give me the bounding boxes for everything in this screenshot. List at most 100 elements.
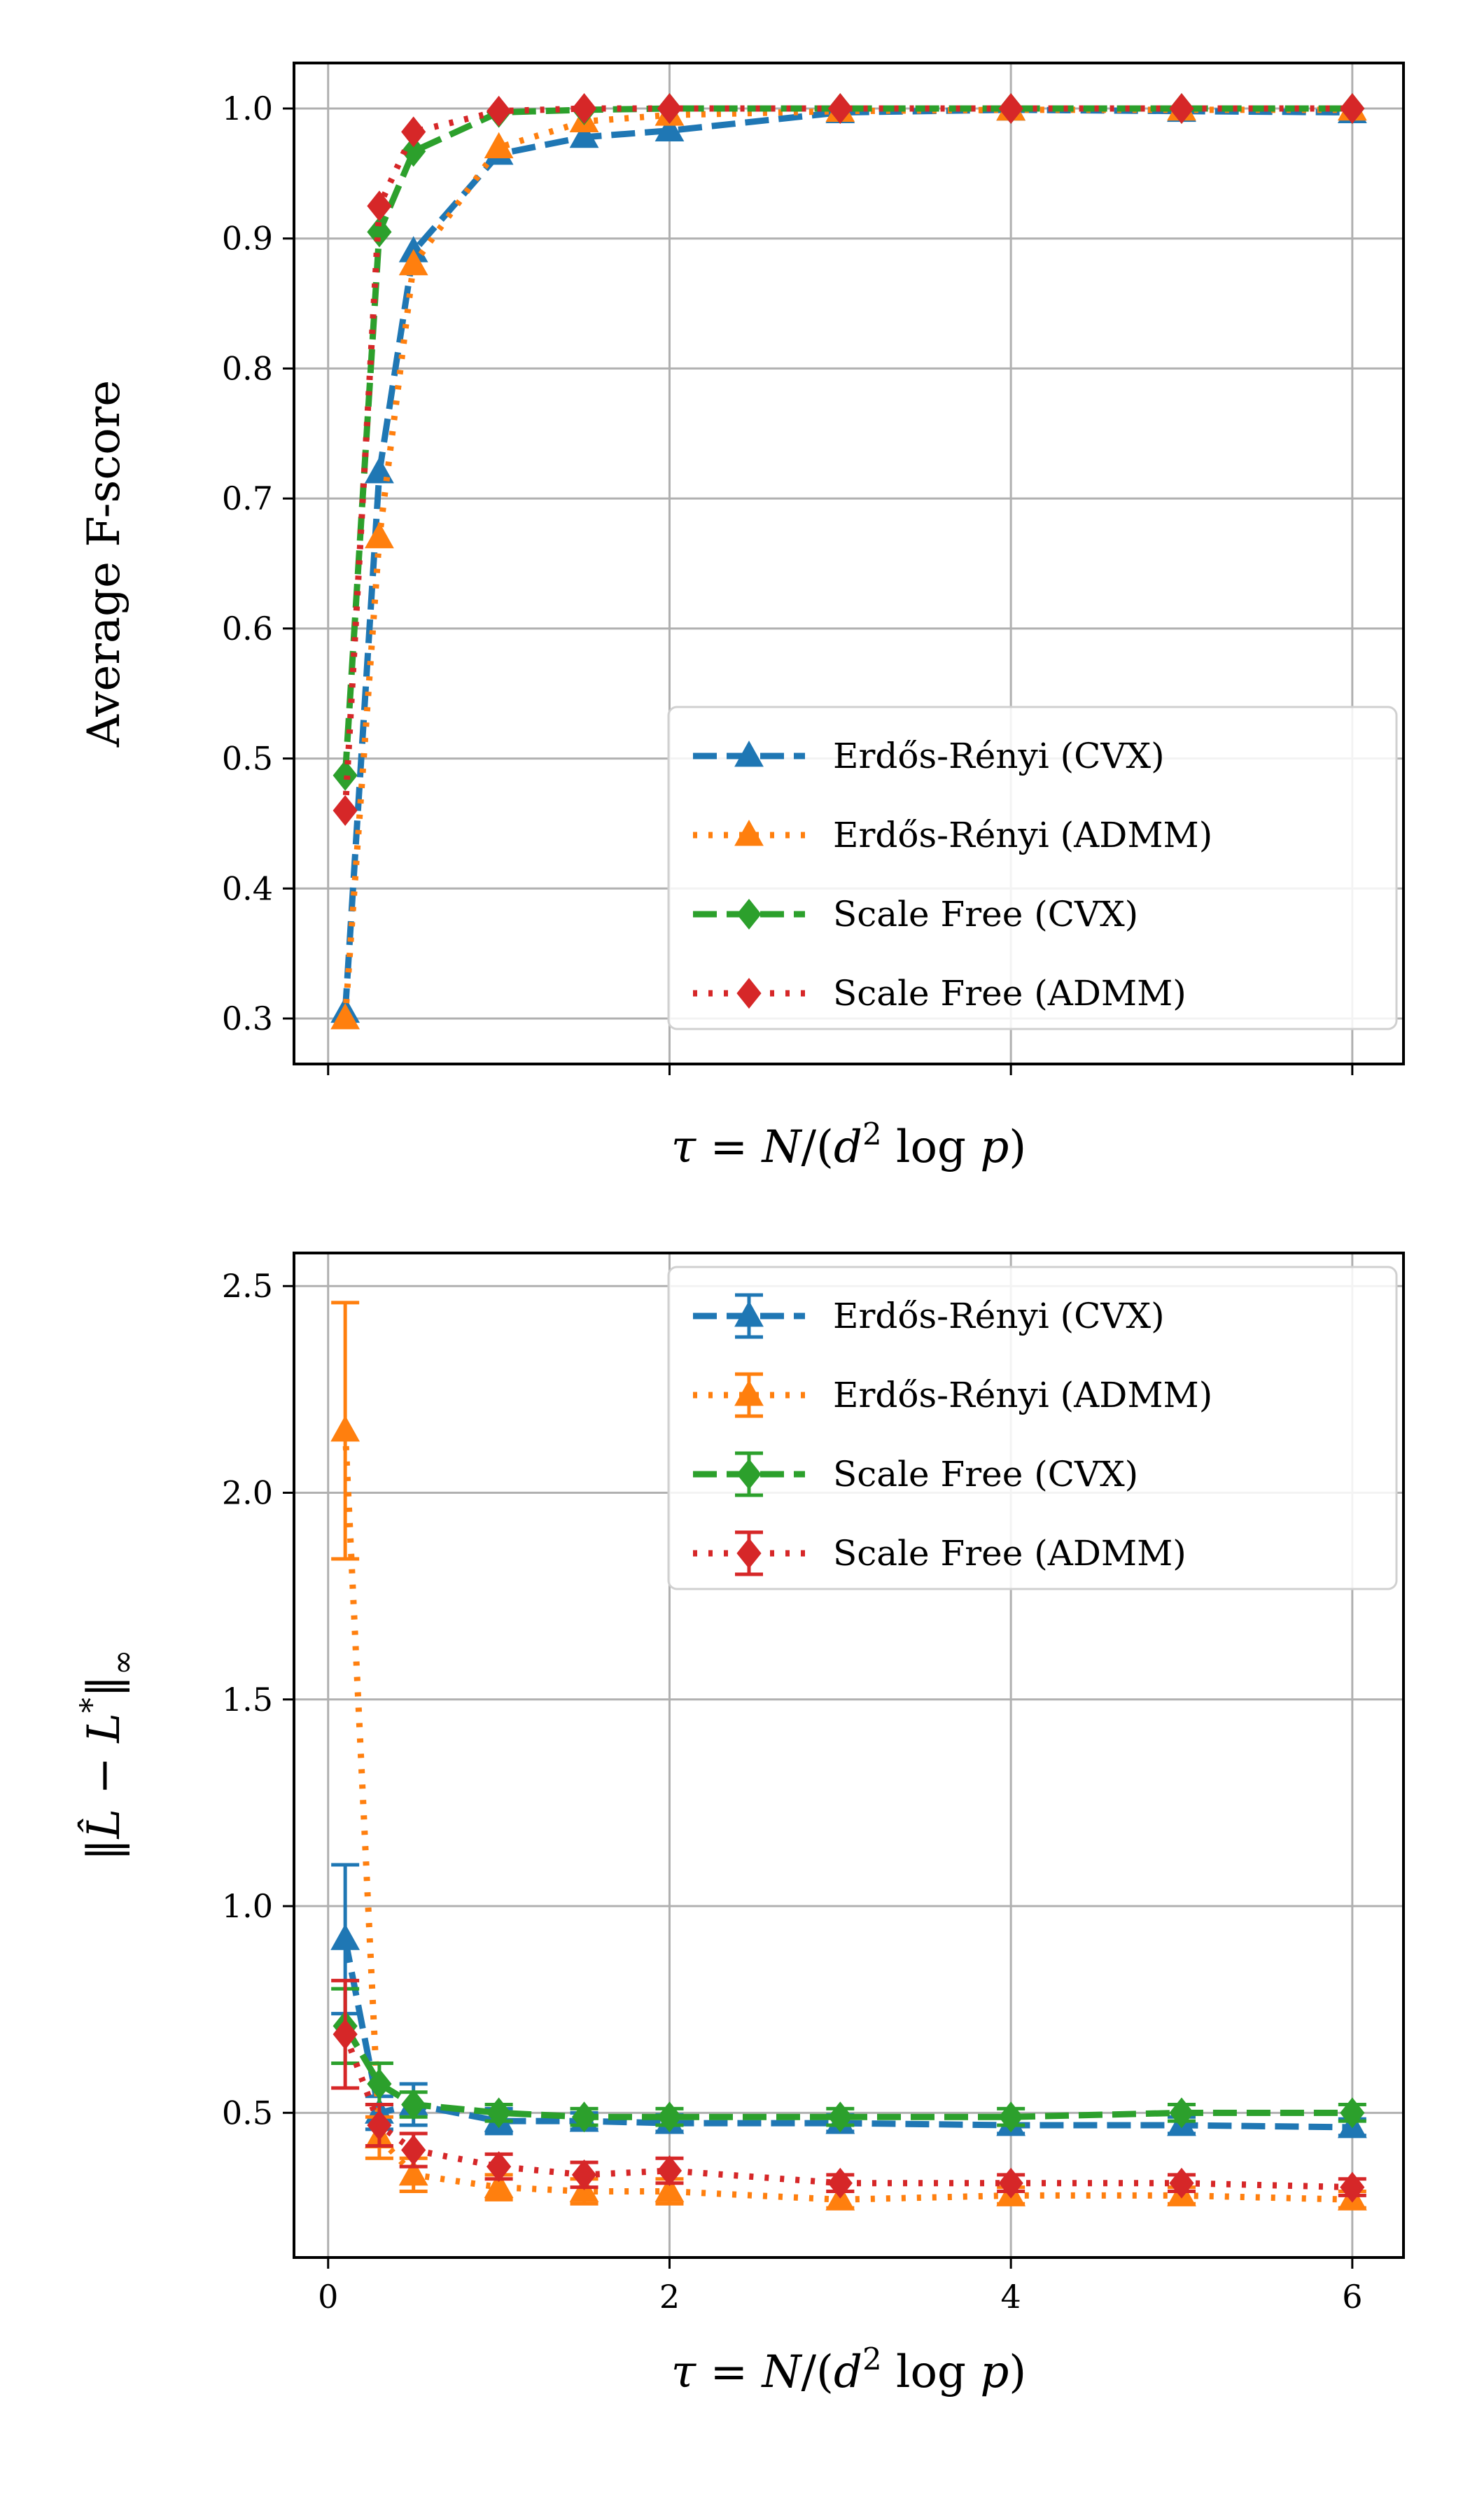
error-legend: Erdős-Rényi (CVX) Erdős-Rényi (ADMM) Scale… <box>667 1266 1398 1590</box>
fscore-series <box>330 93 1367 1030</box>
y-tick-label: 0.9 <box>222 220 273 258</box>
data-point <box>401 2134 426 2166</box>
data-point <box>367 216 392 248</box>
data-point <box>486 95 512 127</box>
legend-label: Erdős-Rényi (CVX) <box>833 736 1165 776</box>
legend-label: Scale Free (CVX) <box>833 894 1138 934</box>
legend-marker <box>734 741 764 767</box>
legend-box <box>667 706 1398 1030</box>
legend-item: Erdős-Rényi (ADMM) <box>693 1372 1212 1418</box>
y-tick-label: 0.5 <box>222 2094 273 2132</box>
legend-item: Erdős-Rényi (CVX) <box>693 1293 1165 1339</box>
x-tick-label: 4 <box>1001 2278 1021 2316</box>
series-line <box>342 2024 1352 2120</box>
data-point <box>1340 2171 1365 2203</box>
x-tick-label: 0 <box>318 2278 338 2316</box>
legend-marker <box>734 1380 764 1406</box>
error-panel: 0 2 4 60.51.01.52.02.5 Erdős-Rényi (CVX)Erd… <box>74 1252 1405 2398</box>
data-point <box>332 794 358 826</box>
data-point <box>571 2159 597 2190</box>
legend-item: Erdős-Rényi (ADMM) <box>693 815 1212 855</box>
data-point <box>401 136 426 167</box>
legend-marker <box>736 1538 762 1569</box>
fscore-panel: 0.3 0.4 0.5 0.6 0.7 0.8 0.9 1.0 Erdős-Rényi (CV… <box>78 62 1405 1173</box>
data-point <box>827 2167 853 2199</box>
data-point <box>1169 2167 1194 2199</box>
data-point <box>398 248 428 276</box>
y-tick-label: 1.5 <box>222 1681 273 1718</box>
data-point <box>827 93 853 124</box>
fscore-x-axis-label: τ = N/(d2 log p) <box>671 1118 1027 1173</box>
data-point <box>571 2101 597 2133</box>
data-point <box>998 93 1023 124</box>
data-point <box>654 115 685 141</box>
data-point <box>569 121 599 148</box>
series-line <box>342 1430 1352 2203</box>
y-tick-label: 1.0 <box>222 1887 273 1925</box>
data-point <box>1169 2097 1194 2129</box>
legend-item: Erdős-Rényi (CVX) <box>693 736 1165 776</box>
data-point <box>332 2019 358 2050</box>
error-axes-frame <box>293 1252 1405 2259</box>
series-scale-free-admm- <box>331 1978 1366 2203</box>
data-point <box>571 93 597 124</box>
y-tick-label: 0.8 <box>222 349 273 387</box>
data-point <box>365 457 394 484</box>
series-scale-free-admm- <box>332 93 1365 826</box>
series-line <box>342 105 1352 811</box>
legend-label: Erdős-Rényi (ADMM) <box>833 815 1212 855</box>
data-point <box>330 1415 360 1442</box>
legend-marker <box>734 820 764 846</box>
y-tick-label: 2.5 <box>222 1267 273 1305</box>
fscore-axes-frame <box>293 62 1405 1065</box>
data-point <box>484 2171 514 2199</box>
data-point <box>1169 93 1194 124</box>
error-y-axis-label: ‖L̂ − L*‖∞ <box>74 1650 141 1861</box>
x-tick-label: 6 <box>1342 2278 1362 2316</box>
series-scale-free-cvx- <box>331 1987 1366 2133</box>
data-point <box>998 2101 1023 2133</box>
legend-label: Scale Free (ADMM) <box>833 1533 1186 1574</box>
data-point <box>657 93 682 124</box>
data-point <box>998 2167 1023 2199</box>
data-point <box>654 2176 685 2202</box>
fscore-ticks: 0.3 0.4 0.5 0.6 0.7 0.8 0.9 1.0 <box>222 90 1354 1075</box>
legend-marker <box>736 1459 762 1490</box>
legend-label: Erdős-Rényi (ADMM) <box>833 1375 1212 1415</box>
legend-item: Scale Free (CVX) <box>693 894 1138 934</box>
legend-label: Scale Free (ADMM) <box>833 973 1186 1014</box>
series-line <box>342 106 1352 1019</box>
data-point <box>657 2155 682 2186</box>
y-tick-label: 1.0 <box>222 90 273 127</box>
legend-item: Scale Free (ADMM) <box>693 1530 1186 1576</box>
data-point <box>484 132 514 159</box>
y-tick-label: 0.7 <box>222 479 273 517</box>
y-tick-label: 0.6 <box>222 610 273 648</box>
data-point <box>332 760 358 791</box>
data-point <box>486 2151 512 2183</box>
error-x-axis-label: τ = N/(d2 log p) <box>671 2343 1027 2398</box>
error-series <box>330 1301 1367 2211</box>
fscore-legend: Erdős-Rényi (CVX) Erdős-Rényi (ADMM) Scale… <box>667 706 1398 1030</box>
y-tick-label: 2.0 <box>222 1474 273 1512</box>
data-point <box>401 116 426 148</box>
series-line <box>342 2033 1352 2191</box>
legend-marker <box>736 899 762 930</box>
legend-marker <box>734 1301 764 1327</box>
data-point <box>367 2068 392 2099</box>
legend-item: Scale Free (CVX) <box>693 1451 1138 1497</box>
data-point <box>1340 93 1365 124</box>
x-tick-label: 2 <box>659 2278 680 2316</box>
series-line <box>342 1938 1352 2131</box>
data-point <box>486 2097 512 2129</box>
data-point <box>367 2110 392 2141</box>
y-tick-label: 0.5 <box>222 740 273 778</box>
error-ticks: 0 2 4 6 0.5 1.0 1.5 2.0 2.5 <box>222 1267 1363 2316</box>
data-point <box>365 522 394 549</box>
data-point <box>330 1924 360 1950</box>
data-point <box>657 2101 682 2133</box>
data-point <box>827 2101 853 2133</box>
data-point <box>330 1003 360 1030</box>
data-point <box>401 2089 426 2120</box>
